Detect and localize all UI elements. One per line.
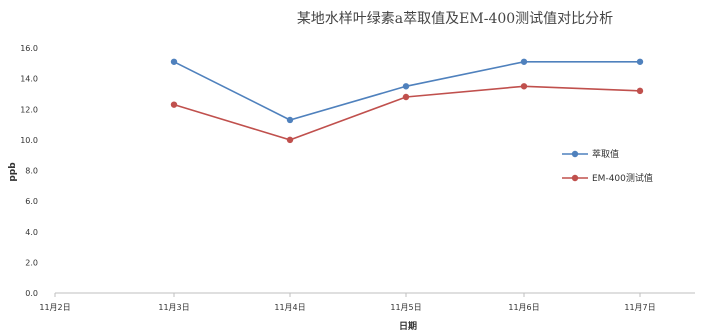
legend-label: EM-400测试值 [592, 172, 653, 184]
legend: 萃取值 EM-400测试值 [562, 148, 653, 184]
data-point-2 [402, 93, 410, 101]
data-point-2 [170, 101, 178, 108]
y-tick-label: 4.0 [25, 228, 38, 237]
x-axis-ticks: 11月2日 11月3日 11月4日 11月5日 11月6日 11月7日 [39, 293, 656, 312]
x-axis-label: 日期 [399, 320, 417, 331]
y-tick-label: 8.0 [25, 167, 38, 176]
y-tick-label: 6.0 [25, 197, 38, 206]
x-tick-label: 11月2日 [39, 303, 70, 312]
y-tick-label: 10.0 [20, 136, 38, 145]
x-tick-label: 11月7日 [624, 303, 655, 312]
x-tick-label: 11月3日 [158, 303, 189, 312]
x-tick-label: 11月4日 [274, 303, 305, 312]
data-point-2 [286, 136, 294, 144]
data-point-1 [402, 83, 410, 90]
legend-marker [571, 174, 579, 182]
y-tick-label: 0.0 [25, 289, 38, 298]
data-point-1 [636, 58, 644, 65]
chart-title: 某地水样叶绿素a萃取值及EM-400测试值对比分析 [297, 11, 613, 27]
y-tick-label: 2.0 [25, 258, 38, 267]
y-axis-ticks: 0.0 2.0 4.0 6.0 8.0 10.0 12.0 14.0 16.0 [20, 44, 38, 298]
y-axis-label: ppb [8, 162, 18, 182]
x-tick-label: 11月6日 [508, 303, 539, 312]
y-tick-label: 14.0 [20, 75, 38, 84]
data-point-1 [286, 116, 294, 124]
data-point-2 [520, 83, 528, 90]
data-point-2 [636, 87, 644, 95]
series-layer [170, 58, 644, 144]
data-point-1 [170, 58, 178, 65]
legend-label: 萃取值 [592, 148, 619, 160]
y-tick-label: 16.0 [20, 44, 38, 53]
legend-marker [571, 150, 579, 158]
data-point-1 [520, 58, 528, 65]
x-tick-label: 11月5日 [390, 303, 421, 312]
y-tick-label: 12.0 [20, 105, 38, 114]
series-line-1 [173, 60, 640, 121]
